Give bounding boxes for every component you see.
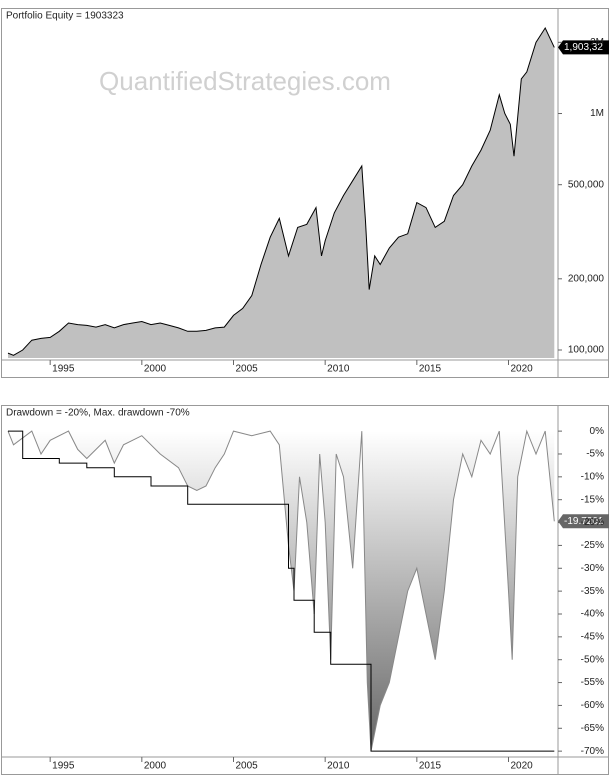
x-tick-label: 2015 (419, 364, 442, 375)
y-tick-label: 2M (590, 37, 604, 48)
y-tick-label: -5% (586, 449, 604, 460)
chart-title: Drawdown = -20%, Max. drawdown -70% (6, 408, 190, 419)
y-tick-label: -25% (581, 540, 604, 551)
y-tick-label: -60% (581, 700, 604, 711)
panel-frame (1, 405, 609, 775)
series-line (7, 429, 555, 752)
y-tick-label: -40% (581, 609, 604, 620)
y-tick-label: -65% (581, 723, 604, 734)
area-fill (8, 28, 555, 358)
last-value-label: -19.7201 (564, 516, 604, 527)
x-tick-label: 1995 (52, 761, 75, 772)
x-tick-label: 2015 (419, 761, 442, 772)
y-tick-label: -70% (581, 746, 604, 757)
last-value-label: 1,903,32 (564, 42, 603, 53)
x-tick-label: 2000 (144, 761, 167, 772)
y-tick-label: -50% (581, 654, 604, 665)
y-tick-label: -30% (581, 563, 604, 574)
last-value-box (558, 40, 609, 55)
x-tick-label: 2010 (327, 364, 350, 375)
x-tick-label: 2020 (511, 761, 534, 772)
y-tick-label: -15% (581, 494, 604, 505)
x-tick-label: 2005 (236, 761, 259, 772)
series-line (7, 26, 555, 356)
area-fill (8, 431, 555, 752)
last-value-box (558, 514, 609, 529)
y-tick-label: -10% (581, 471, 604, 482)
x-tick-label: 1995 (52, 364, 75, 375)
watermark: QuantifiedStrategies.com (99, 66, 391, 96)
y-tick-label: -55% (581, 677, 604, 688)
y-tick-label: -45% (581, 631, 604, 642)
y-tick-label: -20% (581, 517, 604, 528)
chart-title: Portfolio Equity = 1903323 (6, 11, 124, 22)
panel-frame (1, 8, 609, 378)
y-tick-label: 200,000 (568, 273, 605, 284)
series-line (8, 430, 555, 752)
x-tick-label: 2020 (511, 364, 534, 375)
y-tick-label: -35% (581, 586, 604, 597)
y-tick-label: 0% (590, 426, 605, 437)
x-tick-label: 2005 (236, 364, 259, 375)
x-tick-label: 2010 (327, 761, 350, 772)
x-tick-label: 2000 (144, 364, 167, 375)
y-tick-label: 500,000 (568, 179, 605, 190)
y-tick-label: 100,000 (568, 345, 605, 356)
y-tick-label: 1M (590, 108, 604, 119)
